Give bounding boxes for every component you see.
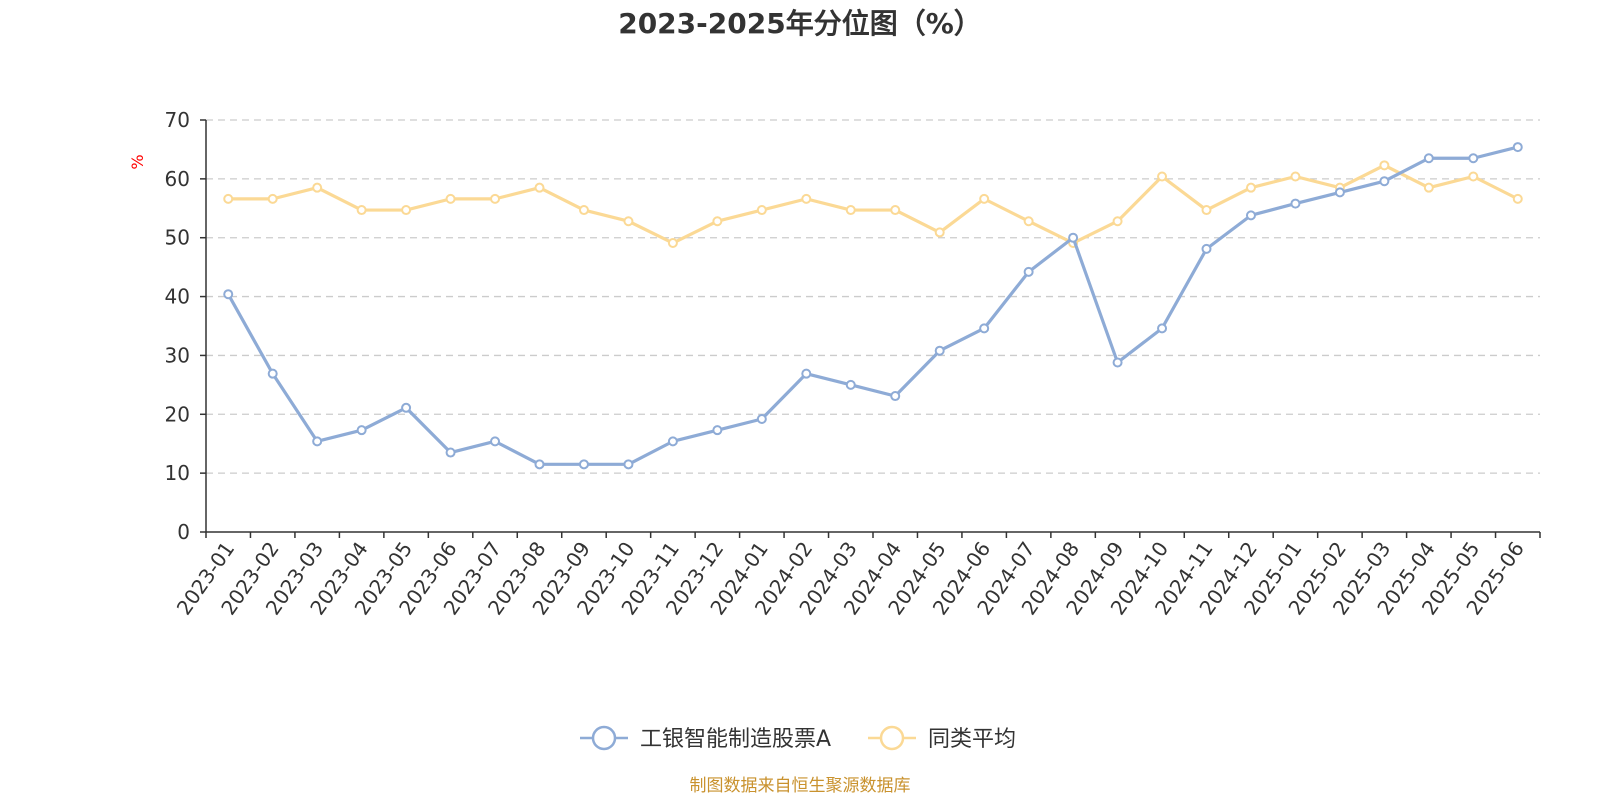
- series-line: [228, 163, 1519, 245]
- series-1: [223, 160, 1523, 249]
- y-tick-label: 70: [165, 108, 190, 132]
- data-point[interactable]: [401, 205, 412, 216]
- data-point[interactable]: [1423, 153, 1434, 164]
- legend-label: 同类平均: [928, 727, 1016, 752]
- y-tick-label: 60: [165, 167, 190, 191]
- legend-item-1[interactable]: 同类平均: [868, 725, 1016, 752]
- data-point[interactable]: [934, 345, 945, 356]
- data-point[interactable]: [801, 193, 812, 204]
- data-point[interactable]: [801, 368, 812, 379]
- data-point[interactable]: [623, 216, 634, 227]
- data-point[interactable]: [1245, 210, 1256, 221]
- data-point[interactable]: [267, 193, 278, 204]
- data-point[interactable]: [845, 205, 856, 216]
- data-point[interactable]: [312, 182, 323, 193]
- grid-lines: [206, 119, 1540, 474]
- data-point[interactable]: [1468, 153, 1479, 164]
- data-point[interactable]: [979, 323, 990, 334]
- data-point[interactable]: [578, 205, 589, 216]
- series-layer: [223, 142, 1523, 470]
- data-point[interactable]: [756, 413, 767, 424]
- data-point[interactable]: [1468, 171, 1479, 182]
- data-point[interactable]: [890, 391, 901, 402]
- legend-item-0[interactable]: 工银智能制造股票A: [580, 725, 831, 752]
- data-point[interactable]: [1157, 323, 1168, 334]
- data-point[interactable]: [1023, 216, 1034, 227]
- data-point[interactable]: [1290, 198, 1301, 209]
- data-point[interactable]: [534, 182, 545, 193]
- data-point[interactable]: [934, 227, 945, 238]
- data-point[interactable]: [445, 447, 456, 458]
- data-point[interactable]: [1157, 171, 1168, 182]
- y-axis-unit: %: [128, 154, 147, 169]
- data-point[interactable]: [1201, 243, 1212, 254]
- data-point[interactable]: [979, 193, 990, 204]
- data-point[interactable]: [356, 425, 367, 436]
- y-tick-label: 50: [165, 226, 190, 250]
- data-point[interactable]: [1379, 160, 1390, 171]
- data-point[interactable]: [1423, 182, 1434, 193]
- y-tick-labels: 0 10 20 30 40 50 60 70: [165, 108, 190, 544]
- source-note: 制图数据来自恒生聚源数据库: [690, 776, 911, 796]
- data-point[interactable]: [445, 193, 456, 204]
- data-point[interactable]: [623, 459, 634, 470]
- data-point[interactable]: [1023, 266, 1034, 277]
- y-tick-label: 20: [165, 402, 190, 426]
- data-point[interactable]: [712, 216, 723, 227]
- series-0: [223, 142, 1523, 470]
- y-tick-label: 30: [165, 343, 190, 367]
- data-point[interactable]: [712, 425, 723, 436]
- data-point[interactable]: [223, 289, 234, 300]
- data-point[interactable]: [312, 436, 323, 447]
- data-point[interactable]: [578, 459, 589, 470]
- data-point[interactable]: [756, 205, 767, 216]
- legend-label: 工银智能制造股票A: [640, 727, 831, 752]
- chart-title: 2023-2025年分位图（%）: [618, 7, 982, 40]
- data-point[interactable]: [845, 379, 856, 390]
- axes: [200, 119, 1541, 538]
- data-point[interactable]: [1512, 193, 1523, 204]
- series-line: [226, 145, 1519, 466]
- legend-marker-icon: [591, 725, 617, 751]
- data-point[interactable]: [1290, 171, 1301, 182]
- legend[interactable]: 工银智能制造股票A 同类平均: [580, 725, 1016, 752]
- data-point[interactable]: [1245, 182, 1256, 193]
- data-point[interactable]: [1112, 216, 1123, 227]
- data-point[interactable]: [1379, 176, 1390, 187]
- data-point[interactable]: [356, 205, 367, 216]
- data-point[interactable]: [267, 368, 278, 379]
- x-tick-labels: 2023-012023-022023-032023-042023-052023-…: [172, 537, 1529, 619]
- data-point[interactable]: [490, 193, 501, 204]
- legend-marker-icon: [879, 725, 905, 751]
- y-tick-label: 10: [165, 461, 190, 485]
- y-tick-label: 40: [165, 285, 190, 309]
- data-point[interactable]: [223, 193, 234, 204]
- data-point[interactable]: [490, 436, 501, 447]
- data-point[interactable]: [1112, 357, 1123, 368]
- data-point[interactable]: [401, 402, 412, 413]
- data-point[interactable]: [667, 436, 678, 447]
- data-point[interactable]: [1068, 232, 1079, 243]
- data-point[interactable]: [1201, 205, 1212, 216]
- data-point[interactable]: [1512, 142, 1523, 153]
- data-point[interactable]: [534, 459, 545, 470]
- y-tick-label: 0: [177, 520, 190, 544]
- data-point[interactable]: [667, 238, 678, 249]
- data-point[interactable]: [1334, 187, 1345, 198]
- data-point[interactable]: [890, 205, 901, 216]
